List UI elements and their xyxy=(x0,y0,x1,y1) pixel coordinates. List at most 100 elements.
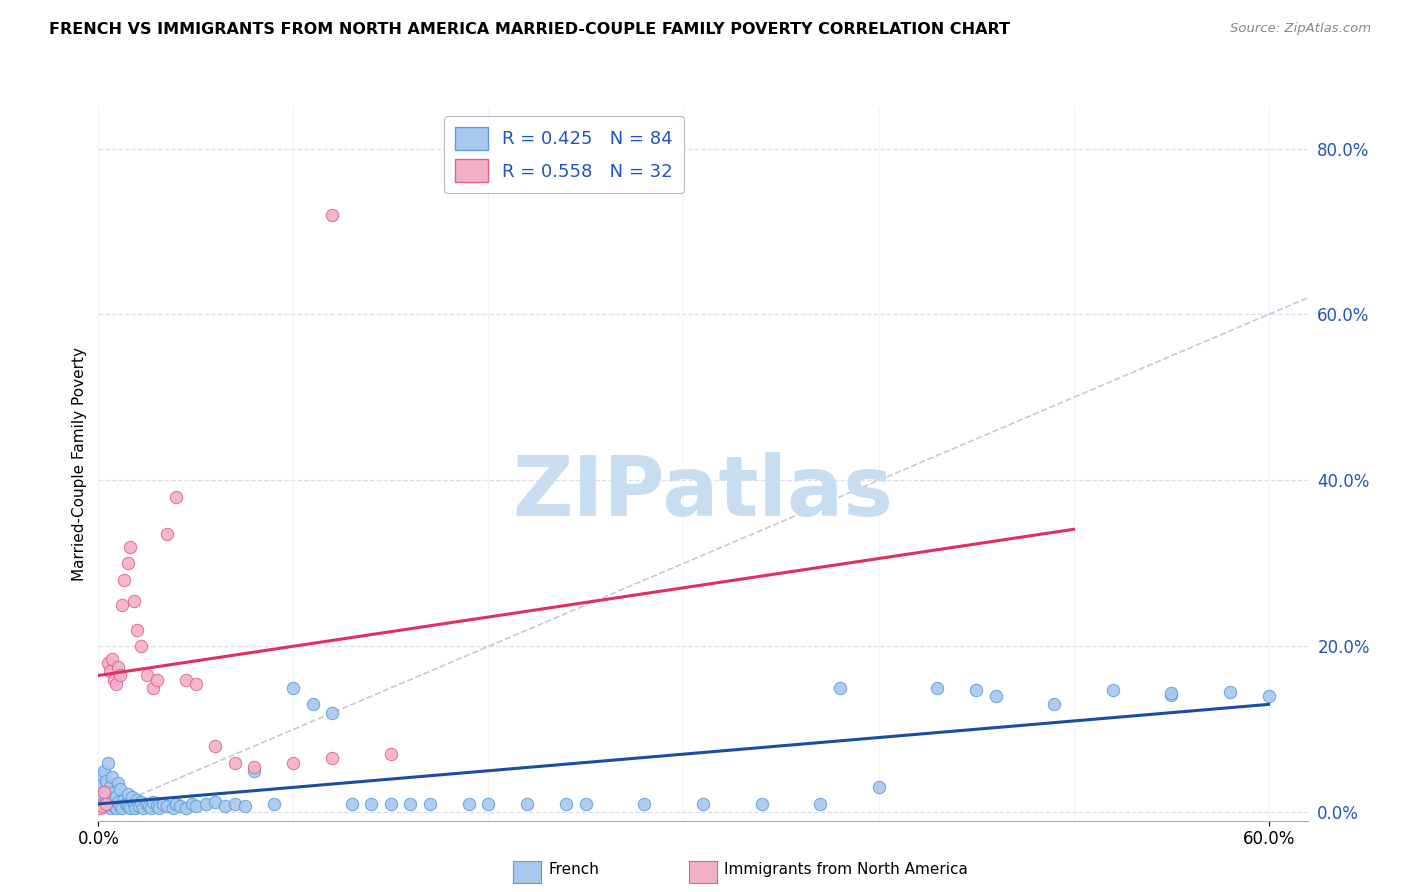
Point xyxy=(112,793,135,807)
Y-axis label: Married-Couple Family Poverty: Married-Couple Family Poverty xyxy=(72,347,87,581)
Point xyxy=(89,801,111,815)
Point xyxy=(146,673,169,687)
Point xyxy=(111,801,134,815)
Point xyxy=(380,747,402,762)
Point xyxy=(117,787,139,801)
Point xyxy=(965,682,987,697)
Point xyxy=(127,623,149,637)
Point xyxy=(243,764,266,778)
Point xyxy=(118,801,141,815)
Point xyxy=(283,756,305,770)
Point xyxy=(93,764,115,778)
Text: Source: ZipAtlas.com: Source: ZipAtlas.com xyxy=(1230,22,1371,36)
Point xyxy=(104,801,127,815)
Text: French: French xyxy=(548,863,599,877)
Point xyxy=(174,801,197,815)
Point xyxy=(283,681,305,695)
Point xyxy=(127,793,149,807)
Point xyxy=(108,782,131,797)
Point xyxy=(204,796,226,810)
Point xyxy=(111,598,134,612)
Point xyxy=(204,739,226,753)
Point xyxy=(107,776,129,790)
Point xyxy=(122,797,145,811)
Point xyxy=(97,756,120,770)
Point xyxy=(477,797,499,811)
Point xyxy=(925,681,948,695)
Point xyxy=(224,756,246,770)
Point xyxy=(131,796,153,810)
Point xyxy=(302,698,325,712)
Point xyxy=(91,797,114,811)
Point xyxy=(751,797,773,811)
Point xyxy=(136,668,159,682)
Point xyxy=(97,793,120,807)
Point xyxy=(89,776,111,790)
Point xyxy=(321,706,343,720)
Point xyxy=(96,798,118,813)
Point xyxy=(91,768,114,782)
Point xyxy=(165,490,187,504)
Point xyxy=(984,689,1007,703)
Point xyxy=(828,681,851,695)
Point xyxy=(142,681,165,695)
Point xyxy=(808,797,831,811)
Point xyxy=(360,797,382,811)
Point xyxy=(1160,686,1182,700)
Point xyxy=(101,652,124,666)
Point xyxy=(1219,685,1241,699)
Point xyxy=(131,640,153,654)
Point xyxy=(121,790,143,805)
Point xyxy=(214,798,236,813)
Point xyxy=(108,798,131,813)
Point xyxy=(224,797,246,811)
Point xyxy=(380,797,402,811)
Point xyxy=(136,797,159,811)
Point xyxy=(101,796,124,810)
Point xyxy=(93,784,115,798)
Point xyxy=(148,801,170,815)
Point xyxy=(107,796,129,810)
Point xyxy=(89,789,111,803)
Point xyxy=(181,797,204,811)
Point xyxy=(156,798,179,813)
Point xyxy=(868,780,890,795)
Point xyxy=(156,527,179,541)
Point xyxy=(103,673,125,687)
Point xyxy=(122,593,145,607)
Text: ZIPatlas: ZIPatlas xyxy=(513,452,893,533)
Point xyxy=(98,780,121,795)
Point xyxy=(132,801,155,815)
Legend: R = 0.425   N = 84, R = 0.558   N = 32: R = 0.425 N = 84, R = 0.558 N = 32 xyxy=(444,116,683,194)
Point xyxy=(555,797,578,811)
Point xyxy=(142,796,165,810)
Point xyxy=(96,797,118,811)
Point xyxy=(165,797,187,811)
Point xyxy=(112,573,135,587)
Point xyxy=(419,797,441,811)
Point xyxy=(104,790,127,805)
Point xyxy=(1160,688,1182,702)
Point xyxy=(117,557,139,571)
Point xyxy=(104,677,127,691)
Point xyxy=(118,540,141,554)
Point xyxy=(97,656,120,670)
Point xyxy=(152,797,174,811)
Point xyxy=(96,773,118,788)
Point xyxy=(575,797,598,811)
Point xyxy=(124,801,146,815)
Point xyxy=(633,797,655,811)
Point xyxy=(516,797,538,811)
Point xyxy=(321,751,343,765)
Point xyxy=(138,798,160,813)
Point xyxy=(184,677,207,691)
Point xyxy=(458,797,481,811)
Point xyxy=(692,797,714,811)
Point xyxy=(101,771,124,785)
Point xyxy=(1257,689,1279,703)
Point xyxy=(114,797,136,811)
Point xyxy=(108,668,131,682)
Text: Immigrants from North America: Immigrants from North America xyxy=(724,863,967,877)
Point xyxy=(399,797,422,811)
Point xyxy=(98,801,121,815)
